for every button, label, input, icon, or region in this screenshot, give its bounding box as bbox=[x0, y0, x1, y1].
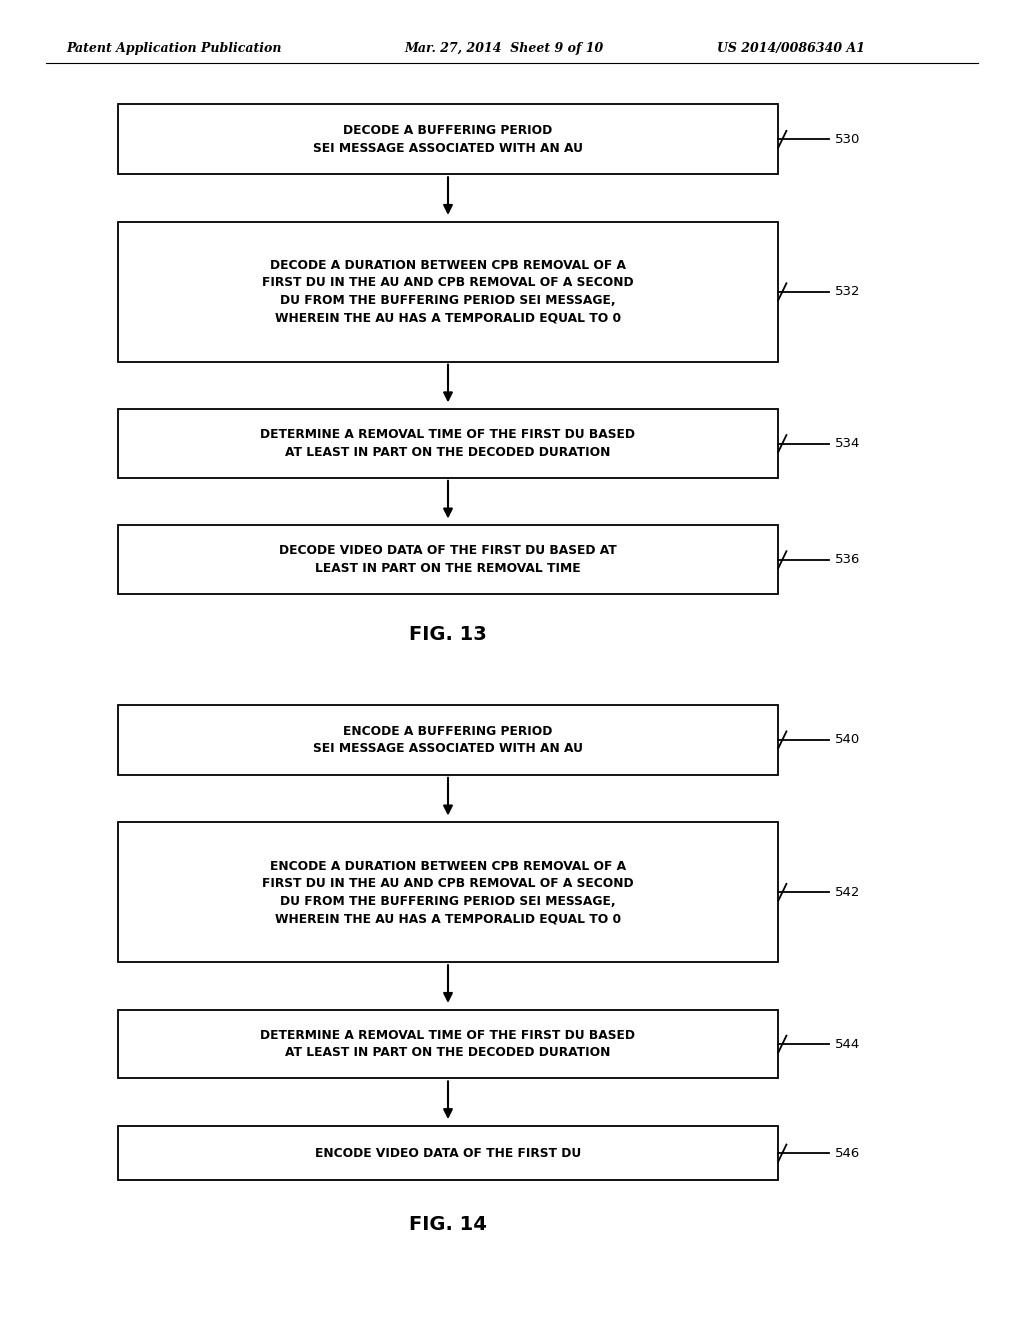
Text: 546: 546 bbox=[835, 1147, 860, 1159]
Text: DETERMINE A REMOVAL TIME OF THE FIRST DU BASED
AT LEAST IN PART ON THE DECODED D: DETERMINE A REMOVAL TIME OF THE FIRST DU… bbox=[260, 428, 636, 459]
Text: Mar. 27, 2014  Sheet 9 of 10: Mar. 27, 2014 Sheet 9 of 10 bbox=[404, 42, 604, 55]
Bar bbox=[118, 525, 778, 594]
Text: DETERMINE A REMOVAL TIME OF THE FIRST DU BASED
AT LEAST IN PART ON THE DECODED D: DETERMINE A REMOVAL TIME OF THE FIRST DU… bbox=[260, 1028, 636, 1060]
Bar bbox=[118, 705, 778, 775]
Text: Patent Application Publication: Patent Application Publication bbox=[67, 42, 282, 55]
Bar bbox=[118, 1126, 778, 1180]
Bar bbox=[118, 409, 778, 478]
Text: 532: 532 bbox=[835, 285, 860, 298]
Text: ENCODE A BUFFERING PERIOD
SEI MESSAGE ASSOCIATED WITH AN AU: ENCODE A BUFFERING PERIOD SEI MESSAGE AS… bbox=[313, 725, 583, 755]
Bar bbox=[118, 104, 778, 174]
Text: 542: 542 bbox=[835, 886, 860, 899]
Text: DECODE A DURATION BETWEEN CPB REMOVAL OF A
FIRST DU IN THE AU AND CPB REMOVAL OF: DECODE A DURATION BETWEEN CPB REMOVAL OF… bbox=[262, 259, 634, 325]
Bar bbox=[118, 822, 778, 962]
Text: DECODE A BUFFERING PERIOD
SEI MESSAGE ASSOCIATED WITH AN AU: DECODE A BUFFERING PERIOD SEI MESSAGE AS… bbox=[313, 124, 583, 154]
Text: ENCODE VIDEO DATA OF THE FIRST DU: ENCODE VIDEO DATA OF THE FIRST DU bbox=[314, 1147, 582, 1159]
Bar bbox=[118, 1010, 778, 1078]
Text: 530: 530 bbox=[835, 133, 860, 145]
Text: 540: 540 bbox=[835, 734, 860, 746]
Text: FIG. 14: FIG. 14 bbox=[409, 1216, 487, 1234]
Text: DECODE VIDEO DATA OF THE FIRST DU BASED AT
LEAST IN PART ON THE REMOVAL TIME: DECODE VIDEO DATA OF THE FIRST DU BASED … bbox=[280, 544, 616, 576]
Text: FIG. 13: FIG. 13 bbox=[410, 626, 486, 644]
Bar bbox=[118, 222, 778, 362]
Text: US 2014/0086340 A1: US 2014/0086340 A1 bbox=[717, 42, 865, 55]
Text: 544: 544 bbox=[835, 1038, 860, 1051]
Text: ENCODE A DURATION BETWEEN CPB REMOVAL OF A
FIRST DU IN THE AU AND CPB REMOVAL OF: ENCODE A DURATION BETWEEN CPB REMOVAL OF… bbox=[262, 859, 634, 925]
Text: 536: 536 bbox=[835, 553, 860, 566]
Text: 534: 534 bbox=[835, 437, 860, 450]
